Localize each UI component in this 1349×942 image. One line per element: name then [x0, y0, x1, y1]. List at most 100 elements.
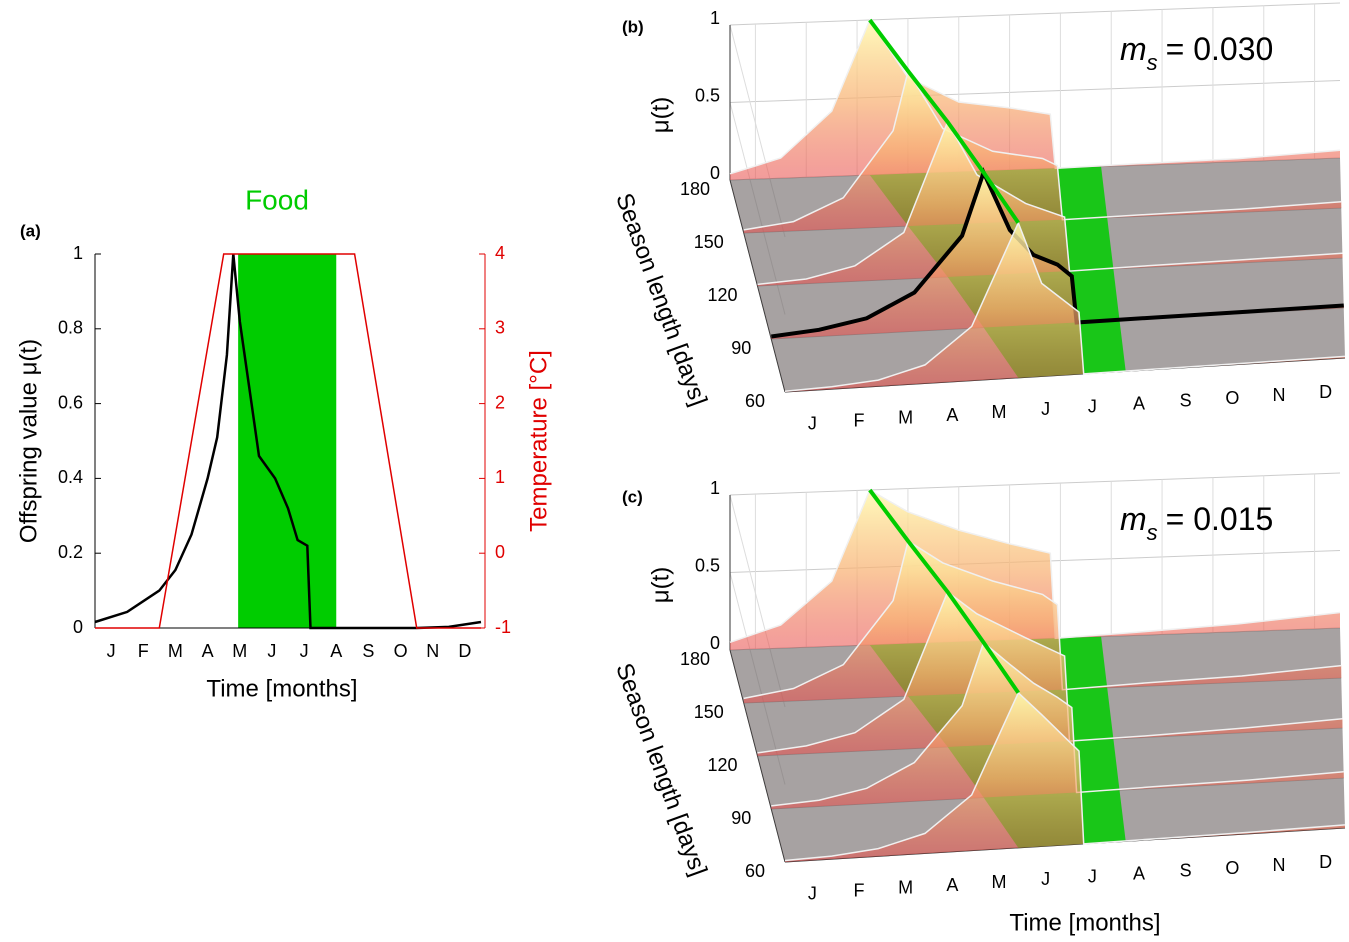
y-tick-label: 0.6 — [58, 392, 83, 412]
chart-title: Food — [245, 184, 309, 215]
peak-ridge — [868, 18, 1020, 224]
x-tick-label: J — [808, 883, 817, 903]
y-tick-label: 60 — [745, 391, 765, 411]
z-tick-label: 0.5 — [695, 555, 720, 575]
x-tick-label: A — [330, 641, 342, 661]
y2-tick-label: 2 — [495, 392, 505, 412]
surface-slice — [730, 490, 1340, 650]
surface-slice — [757, 121, 1343, 287]
y-tick-label: 180 — [680, 179, 710, 199]
surface-line — [743, 539, 1342, 700]
peak-ridge — [868, 488, 1020, 694]
surface-line — [784, 220, 1346, 392]
x-tick-label: S — [362, 641, 374, 661]
surface-line — [729, 18, 1341, 175]
z-axis-label: μ(t) — [647, 567, 674, 603]
x-tick-label: M — [992, 872, 1007, 892]
y-tick-label: 0.4 — [58, 467, 83, 487]
surface-line — [743, 69, 1342, 231]
x-tick-label: M — [168, 641, 183, 661]
x-tick-label: F — [854, 881, 865, 901]
y-tick-label: 90 — [731, 808, 751, 828]
x-tick-label: J — [808, 413, 817, 433]
grid-line — [729, 472, 1341, 496]
x-tick-label: N — [1273, 385, 1286, 405]
x-tick-label: A — [946, 405, 958, 425]
y-axis-label: Season length [days] — [610, 190, 712, 410]
y-tick-label: 150 — [694, 232, 724, 252]
y2-axis-label: Temperature [°C] — [525, 350, 552, 532]
x-axis-label: Time [months] — [1009, 909, 1160, 936]
x-tick-label: S — [1180, 861, 1192, 881]
annotation-subscript: s — [1147, 50, 1158, 75]
annotation-symbol: m — [1120, 501, 1147, 537]
x-tick-label: M — [898, 408, 913, 428]
surface-line — [757, 120, 1343, 286]
x-tick-label: D — [458, 641, 471, 661]
grid-line — [729, 80, 1341, 103]
z-tick-label: 1 — [710, 8, 720, 28]
y-axis-label: Offspring value μ(t) — [15, 339, 42, 543]
x-tick-label: M — [232, 641, 247, 661]
y2-tick-label: 1 — [495, 467, 505, 487]
panel-label: (a) — [20, 221, 41, 240]
y-tick-label: 0.2 — [58, 542, 83, 562]
annotation-text: = 0.015 — [1166, 501, 1274, 537]
x-tick-label: F — [138, 641, 149, 661]
x-tick-label: A — [1133, 864, 1145, 884]
y-tick-label: 120 — [707, 755, 737, 775]
y2-tick-label: 0 — [495, 542, 505, 562]
y2-tick-label: 3 — [495, 318, 505, 338]
x-tick-label: A — [1133, 394, 1145, 414]
x-tick-label: J — [1088, 866, 1097, 886]
y-tick-label: 60 — [745, 861, 765, 881]
panel-label: (b) — [622, 17, 644, 36]
x-tick-label: J — [1041, 399, 1050, 419]
y-tick-label: 1 — [73, 243, 83, 263]
x-tick-label: J — [107, 641, 116, 661]
x-tick-label: O — [1225, 388, 1239, 408]
y2-tick-label: 4 — [495, 243, 505, 263]
temperature-line — [95, 253, 481, 629]
surface-slice — [730, 20, 1340, 180]
annotation: ms = 0.030 — [1120, 31, 1273, 74]
offspring-line — [94, 253, 482, 630]
annotation-symbol: m — [1120, 31, 1147, 67]
z-tick-label: 1 — [710, 478, 720, 498]
x-tick-label: J — [1088, 396, 1097, 416]
surface-slice — [743, 71, 1342, 233]
grid-line — [729, 2, 1341, 26]
x-tick-label: N — [1273, 855, 1286, 875]
x-tick-label: J — [300, 641, 309, 661]
y-tick-label: 0.8 — [58, 318, 83, 338]
x-tick-label: M — [992, 402, 1007, 422]
surface-line — [771, 641, 1344, 807]
x-tick-label: O — [394, 641, 408, 661]
y-tick-label: 0 — [73, 617, 83, 637]
annotation: ms = 0.015 — [1120, 501, 1273, 544]
x-tick-label: J — [1041, 869, 1050, 889]
x-tick-label: A — [202, 641, 214, 661]
x-tick-label: N — [426, 641, 439, 661]
x-tick-label: F — [854, 411, 865, 431]
z-tick-label: 0 — [710, 633, 720, 653]
annotation-subscript: s — [1147, 520, 1158, 545]
y2-tick-label: -1 — [495, 617, 511, 637]
z-tick-label: 0 — [710, 163, 720, 183]
x-tick-label: A — [946, 875, 958, 895]
y-axis-label: Season length [days] — [610, 660, 712, 880]
surface-slice — [771, 642, 1344, 809]
y-tick-label: 150 — [694, 702, 724, 722]
x-tick-label: S — [1180, 391, 1192, 411]
surface-slice — [785, 692, 1345, 862]
x-tick-label: M — [898, 878, 913, 898]
surface-line — [757, 590, 1343, 754]
surface-slice — [757, 591, 1343, 756]
surface-line — [784, 691, 1346, 862]
x-tick-label: J — [267, 641, 276, 661]
food-band — [238, 254, 337, 628]
z-axis-label: μ(t) — [647, 97, 674, 133]
annotation-text: = 0.030 — [1166, 31, 1274, 67]
